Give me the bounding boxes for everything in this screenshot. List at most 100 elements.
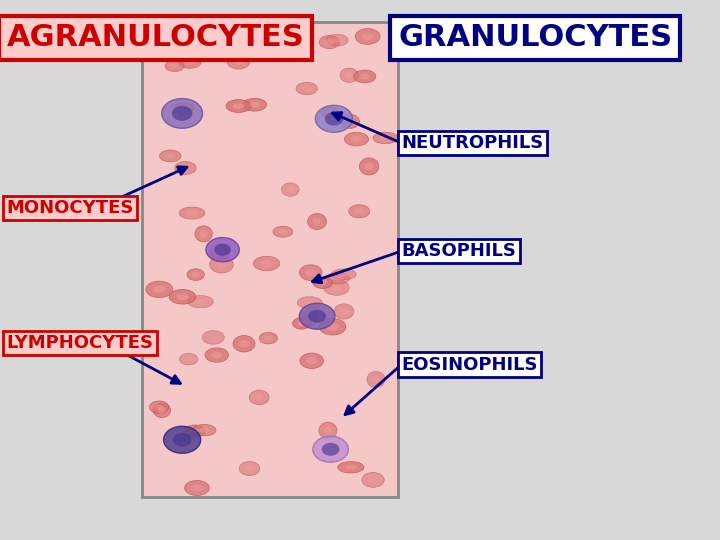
Ellipse shape: [192, 424, 216, 436]
Ellipse shape: [155, 404, 163, 410]
Ellipse shape: [292, 318, 310, 329]
Ellipse shape: [264, 336, 273, 341]
Ellipse shape: [297, 321, 305, 326]
Ellipse shape: [325, 110, 333, 114]
Ellipse shape: [300, 353, 323, 369]
Ellipse shape: [300, 310, 318, 326]
Ellipse shape: [199, 428, 210, 433]
Ellipse shape: [282, 183, 299, 197]
Ellipse shape: [189, 428, 199, 434]
Ellipse shape: [143, 38, 165, 54]
Ellipse shape: [307, 213, 326, 230]
Ellipse shape: [195, 299, 206, 305]
Ellipse shape: [184, 425, 205, 437]
FancyBboxPatch shape: [142, 22, 398, 497]
Ellipse shape: [210, 244, 229, 261]
Ellipse shape: [296, 82, 318, 94]
Ellipse shape: [243, 98, 266, 111]
Ellipse shape: [330, 284, 342, 291]
Ellipse shape: [184, 356, 193, 362]
Ellipse shape: [319, 319, 346, 335]
Text: EOSINOPHILS: EOSINOPHILS: [402, 355, 538, 374]
Ellipse shape: [324, 427, 332, 434]
Ellipse shape: [233, 57, 244, 65]
Ellipse shape: [326, 34, 348, 46]
Ellipse shape: [297, 297, 323, 309]
Ellipse shape: [320, 106, 338, 118]
Ellipse shape: [348, 205, 369, 218]
Ellipse shape: [192, 484, 202, 491]
Text: MONOCYTES: MONOCYTES: [6, 199, 134, 217]
Ellipse shape: [208, 334, 218, 341]
Ellipse shape: [338, 462, 364, 473]
Ellipse shape: [340, 68, 359, 83]
Text: GRANULOCYTES: GRANULOCYTES: [398, 23, 672, 52]
Ellipse shape: [175, 161, 196, 174]
Ellipse shape: [187, 269, 204, 281]
Ellipse shape: [179, 55, 201, 68]
Ellipse shape: [149, 401, 168, 413]
Ellipse shape: [181, 165, 190, 171]
Ellipse shape: [312, 277, 333, 288]
Ellipse shape: [362, 33, 373, 40]
Ellipse shape: [205, 348, 228, 362]
Ellipse shape: [239, 340, 249, 347]
Ellipse shape: [339, 308, 348, 315]
Ellipse shape: [306, 269, 316, 276]
Ellipse shape: [373, 132, 397, 144]
Ellipse shape: [210, 256, 233, 273]
Ellipse shape: [215, 248, 223, 256]
Ellipse shape: [184, 481, 210, 496]
Ellipse shape: [179, 353, 198, 365]
Ellipse shape: [176, 293, 189, 300]
Ellipse shape: [372, 376, 380, 383]
Ellipse shape: [312, 218, 321, 225]
Ellipse shape: [226, 99, 251, 112]
Ellipse shape: [307, 357, 317, 364]
Ellipse shape: [354, 70, 376, 83]
Ellipse shape: [325, 112, 343, 126]
Ellipse shape: [304, 300, 315, 305]
Ellipse shape: [322, 443, 340, 456]
Ellipse shape: [186, 211, 198, 216]
Ellipse shape: [315, 105, 353, 132]
Ellipse shape: [334, 304, 354, 319]
Ellipse shape: [344, 132, 369, 146]
Ellipse shape: [355, 29, 380, 44]
Ellipse shape: [319, 36, 339, 49]
Ellipse shape: [300, 303, 335, 329]
Ellipse shape: [216, 261, 227, 268]
Ellipse shape: [195, 226, 212, 242]
Ellipse shape: [300, 265, 322, 280]
Ellipse shape: [261, 260, 273, 267]
Ellipse shape: [361, 472, 384, 487]
Ellipse shape: [341, 114, 359, 129]
Ellipse shape: [379, 136, 391, 140]
Ellipse shape: [351, 136, 362, 142]
Ellipse shape: [149, 43, 159, 50]
Ellipse shape: [227, 53, 250, 69]
Ellipse shape: [166, 153, 175, 159]
Ellipse shape: [323, 280, 349, 295]
Ellipse shape: [273, 226, 293, 237]
Ellipse shape: [192, 272, 199, 278]
Ellipse shape: [249, 102, 260, 107]
Ellipse shape: [253, 256, 280, 271]
Ellipse shape: [179, 106, 189, 111]
Ellipse shape: [279, 229, 287, 234]
Ellipse shape: [331, 269, 356, 280]
Ellipse shape: [249, 390, 269, 404]
Ellipse shape: [158, 407, 166, 414]
Ellipse shape: [255, 394, 264, 401]
Ellipse shape: [308, 310, 326, 323]
Ellipse shape: [359, 158, 379, 175]
Ellipse shape: [179, 207, 204, 219]
Ellipse shape: [360, 73, 370, 79]
Ellipse shape: [162, 98, 202, 129]
Ellipse shape: [212, 352, 222, 359]
Ellipse shape: [333, 275, 343, 281]
Ellipse shape: [239, 461, 260, 476]
Ellipse shape: [188, 295, 213, 308]
Ellipse shape: [367, 372, 385, 388]
Ellipse shape: [165, 60, 184, 71]
